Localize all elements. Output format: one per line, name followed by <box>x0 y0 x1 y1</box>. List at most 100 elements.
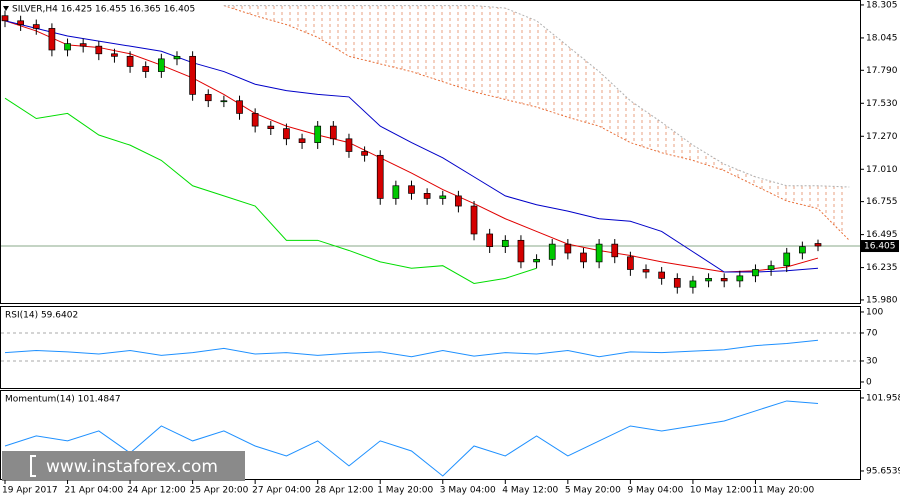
cloud-fill <box>223 5 850 241</box>
x-tick-label: 11 May 20:00 <box>752 486 814 496</box>
candle-body <box>220 100 228 103</box>
y-tick-label: 16.495 <box>866 230 898 240</box>
y-tick-label: 17.270 <box>866 132 898 142</box>
candle-body <box>595 243 603 263</box>
candle-body <box>783 252 791 267</box>
indicator-line <box>4 339 819 358</box>
candle-body <box>658 271 666 279</box>
candle-body <box>32 24 40 29</box>
y-tick-label: 30 <box>866 356 878 366</box>
x-tick-label: 10 May 12:00 <box>690 486 752 496</box>
panel-frame <box>0 390 861 480</box>
candle-body <box>189 55 196 95</box>
candle-body <box>501 239 509 248</box>
candle-body <box>204 94 212 102</box>
watermark-box <box>2 451 245 481</box>
candle-body <box>611 243 619 258</box>
candle-body <box>423 193 431 199</box>
candle-body <box>439 195 447 199</box>
y-tick-label: 18.305 <box>866 0 898 10</box>
indicator-line <box>4 97 537 284</box>
panel-title: RSI(14) 59.6402 <box>5 311 78 321</box>
candle-body <box>392 185 400 199</box>
price-label-box <box>861 240 899 253</box>
watermark: www.instaforex.com <box>46 457 218 477</box>
candle-body <box>799 246 806 254</box>
candle-body <box>1 15 9 22</box>
y-tick-label: 70 <box>866 328 878 338</box>
candle-body <box>157 58 165 72</box>
candle-body <box>64 43 71 51</box>
x-tick-label: 3 May 04:00 <box>440 486 496 496</box>
x-tick-label: 21 Apr 04:00 <box>65 486 124 496</box>
candle-body <box>564 243 572 254</box>
candle-body <box>673 278 681 288</box>
x-tick-label: 1 May 20:00 <box>377 486 433 496</box>
candle-body <box>814 243 822 247</box>
candle-body <box>689 280 697 288</box>
candle-body <box>580 252 587 263</box>
candle-body <box>752 269 759 277</box>
candle-body <box>298 138 306 143</box>
x-tick-label: 24 Apr 12:00 <box>127 486 186 496</box>
candle-body <box>705 278 712 282</box>
candle-body <box>548 243 556 260</box>
candle-body <box>470 205 478 235</box>
indicator-line <box>4 400 819 477</box>
candle-body <box>345 138 353 152</box>
candle-body <box>48 28 56 51</box>
candle-body <box>329 125 337 140</box>
y-tick-label: 16.755 <box>866 197 898 207</box>
candle-body <box>376 154 384 199</box>
panel-frame <box>0 0 861 304</box>
indicator-line <box>4 20 819 273</box>
x-tick-label: 9 May 04:00 <box>627 486 683 496</box>
x-tick-label: 19 Apr 2017 <box>2 486 58 496</box>
candle-body <box>767 265 775 270</box>
candle-body <box>111 53 118 57</box>
y-tick-label: 101.9584 <box>866 393 900 403</box>
candle-body <box>142 66 150 72</box>
y-tick-label: 17.790 <box>866 66 898 76</box>
cloud-span-a <box>223 5 850 241</box>
candle-body <box>361 151 368 156</box>
candle-body <box>267 125 275 130</box>
y-tick-label: 95.6539 <box>866 466 900 476</box>
candle-body <box>283 128 290 140</box>
panel-frame <box>0 306 861 389</box>
y-tick-label: 100 <box>866 307 883 317</box>
y-tick-label: 17.530 <box>866 99 898 109</box>
x-tick-label: 25 Apr 20:00 <box>190 486 249 496</box>
candle-body <box>533 258 540 263</box>
watermark-bracket <box>30 455 36 477</box>
candle-body <box>627 256 634 270</box>
y-tick-label: 18.045 <box>866 33 898 43</box>
candle-body <box>736 275 744 282</box>
x-tick-label: 27 Apr 04:00 <box>252 486 311 496</box>
candle-body <box>251 113 259 127</box>
x-tick-label: 4 May 12:00 <box>502 486 558 496</box>
y-tick-label: 17.010 <box>866 165 898 175</box>
candle-body <box>314 125 322 143</box>
y-tick-label: 0 <box>866 377 872 387</box>
candle-body <box>173 55 181 60</box>
y-tick-label: 16.235 <box>866 263 898 273</box>
indicator-line <box>4 20 819 273</box>
panel-title: SILVER,H4 16.425 16.455 16.365 16.405 <box>12 5 195 15</box>
price-label: 16.405 <box>864 242 896 252</box>
candle-body <box>408 185 415 194</box>
y-tick-label: 15.980 <box>866 295 898 305</box>
candle-body <box>517 239 525 263</box>
candle-body <box>126 55 134 67</box>
candle-body <box>236 100 243 114</box>
menu-arrow <box>3 6 9 11</box>
candle-body <box>455 195 462 207</box>
candle-body <box>720 278 728 282</box>
x-tick-label: 28 Apr 12:00 <box>315 486 374 496</box>
candle-body <box>642 269 650 273</box>
x-tick-label: 5 May 20:00 <box>565 486 621 496</box>
panel-title: Momentum(14) 101.4847 <box>5 395 121 405</box>
candle-body <box>95 45 103 55</box>
